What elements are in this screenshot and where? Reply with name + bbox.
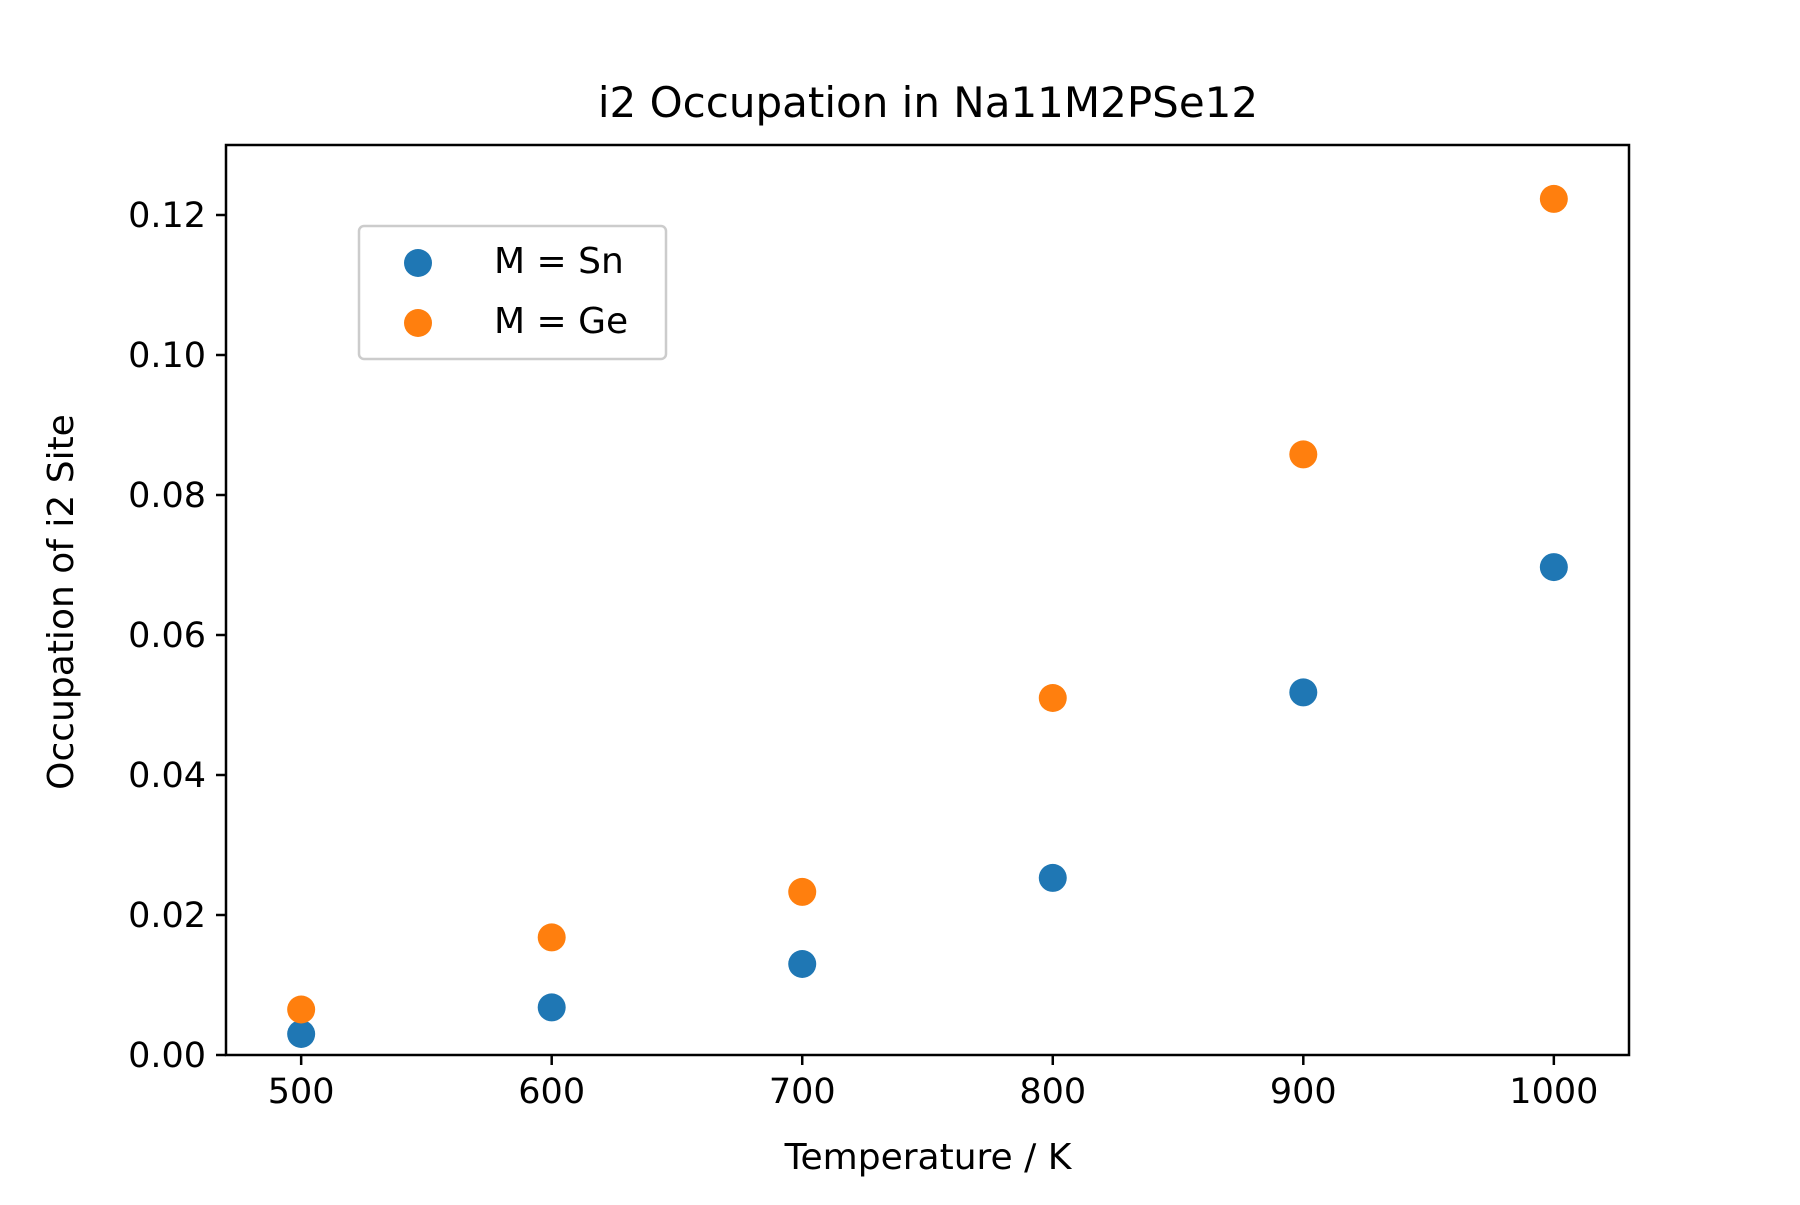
data-point bbox=[1539, 184, 1568, 213]
y-axis: 0.00 0.02 0.04 0.06 0.08 0.10 0.12 bbox=[128, 196, 226, 1076]
data-point bbox=[1289, 440, 1318, 469]
legend-label-ge: M = Ge bbox=[494, 301, 628, 342]
data-point bbox=[537, 923, 566, 952]
y-tick-label: 0.04 bbox=[128, 756, 206, 796]
y-tick-label: 0.00 bbox=[128, 1036, 206, 1076]
x-axis: 500 600 700 800 900 1000 bbox=[268, 1055, 1598, 1112]
data-point bbox=[1539, 553, 1568, 582]
series-sn bbox=[287, 553, 1568, 1048]
x-tick-label: 600 bbox=[518, 1072, 585, 1112]
series-layer bbox=[287, 184, 1568, 1048]
legend-label-sn: M = Sn bbox=[494, 241, 624, 282]
data-point bbox=[1038, 863, 1067, 892]
y-tick-label: 0.02 bbox=[128, 896, 206, 936]
x-tick-label: 900 bbox=[1270, 1072, 1337, 1112]
data-point bbox=[537, 993, 566, 1022]
y-tick-label: 0.06 bbox=[128, 616, 206, 656]
y-tick-label: 0.10 bbox=[128, 336, 206, 376]
data-point bbox=[287, 1020, 316, 1048]
data-point bbox=[1289, 678, 1318, 707]
legend-marker-sn bbox=[404, 249, 432, 277]
chart-title: i2 Occupation in Na11M2PSe12 bbox=[598, 78, 1258, 127]
plot-area bbox=[224, 143, 1631, 1057]
legend-frame bbox=[357, 224, 668, 361]
x-tick-label: 800 bbox=[1019, 1072, 1086, 1112]
data-point bbox=[287, 995, 316, 1024]
x-tick-label: 700 bbox=[769, 1072, 836, 1112]
y-tick-label: 0.12 bbox=[128, 196, 206, 236]
data-point bbox=[788, 950, 817, 978]
legend-marker-ge bbox=[404, 309, 432, 337]
data-point bbox=[788, 877, 817, 906]
legend: M = Sn M = Ge bbox=[357, 224, 668, 361]
x-axis-label: Temperature / K bbox=[784, 1137, 1073, 1178]
x-tick-label: 500 bbox=[268, 1072, 335, 1112]
y-tick-label: 0.08 bbox=[128, 476, 206, 516]
series-ge bbox=[287, 184, 1568, 1024]
data-point bbox=[1038, 684, 1067, 712]
x-tick-label: 1000 bbox=[1509, 1072, 1598, 1112]
y-axis-label: Occupation of i2 Site bbox=[41, 414, 82, 790]
plot-frame bbox=[224, 143, 1631, 1057]
